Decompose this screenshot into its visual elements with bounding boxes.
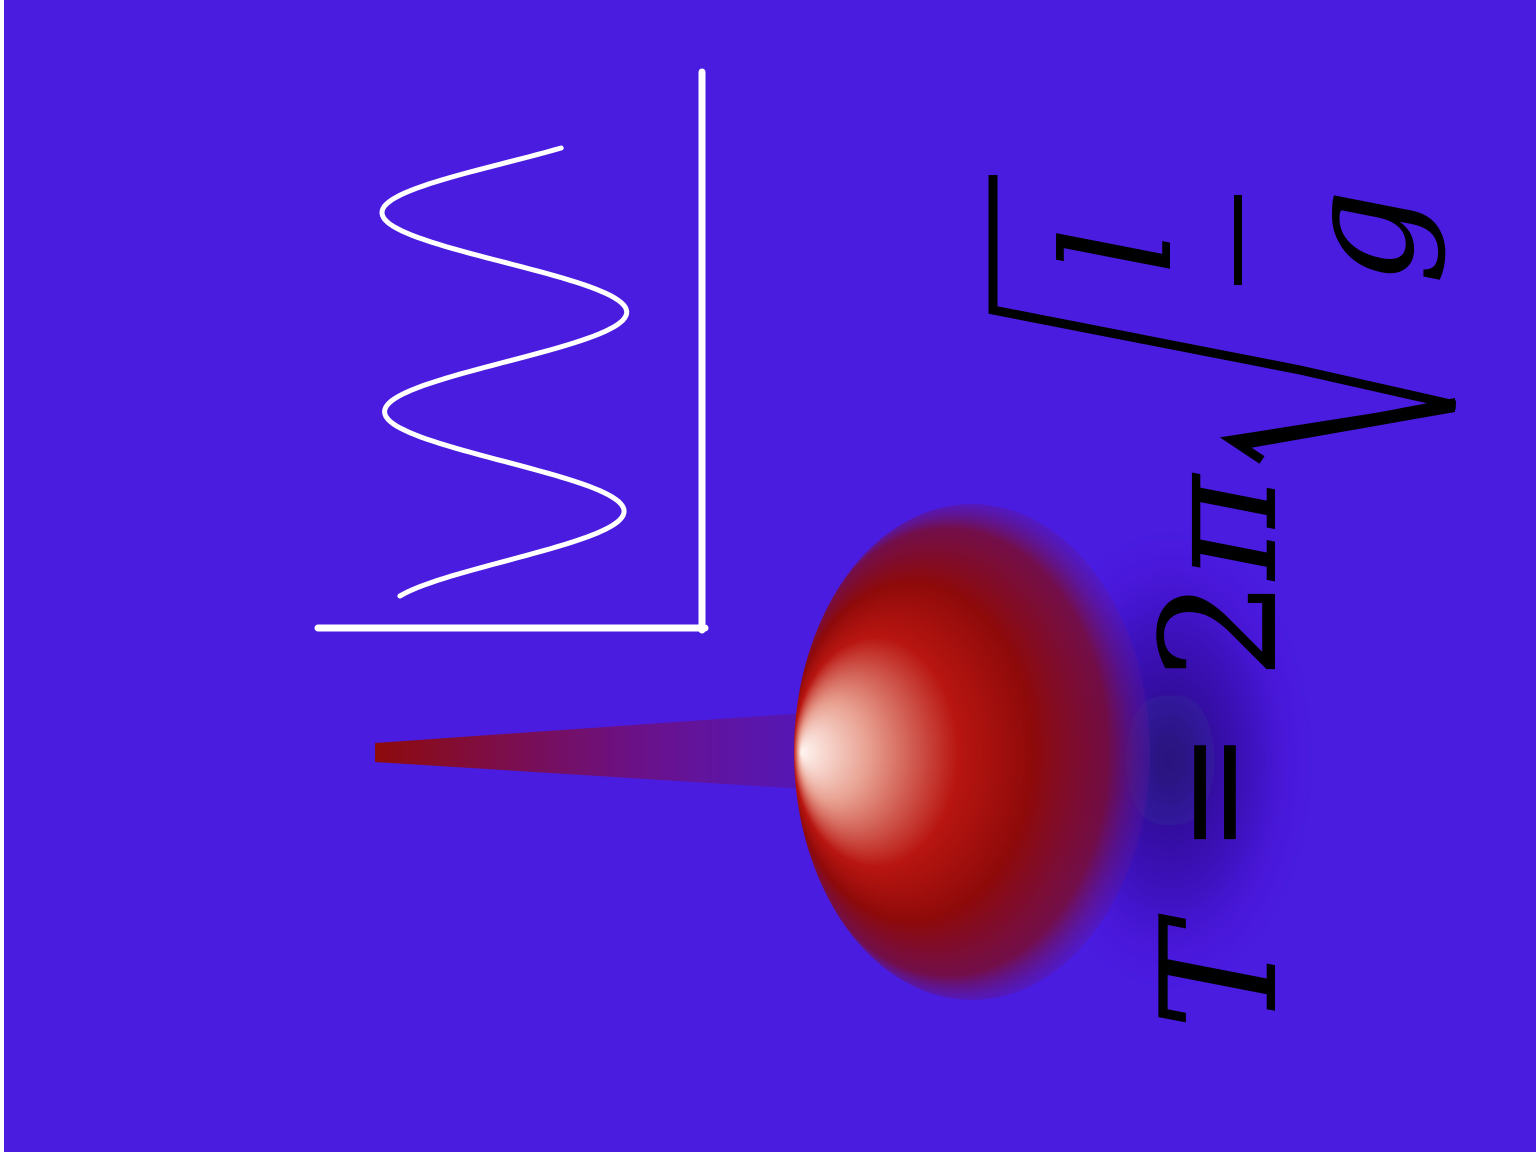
equation-T: T [1126,913,1313,1030]
background [4,0,1536,1152]
equation-pi: π [1126,472,1313,582]
square-root-stroke [1232,398,1455,448]
pendulum-bob [794,504,1150,1000]
equation-numerator: l [1032,227,1206,275]
square-root-sign [988,175,1456,464]
equation-equals: = [1124,729,1298,855]
period-equation: T = 2 π l g [988,175,1456,1030]
oscillation-plot [314,68,709,634]
pendulum-rod [375,712,820,790]
equation-two: 2 [1126,578,1313,680]
equation-denominator: g [1274,189,1448,285]
oscillation-wave [379,145,630,599]
